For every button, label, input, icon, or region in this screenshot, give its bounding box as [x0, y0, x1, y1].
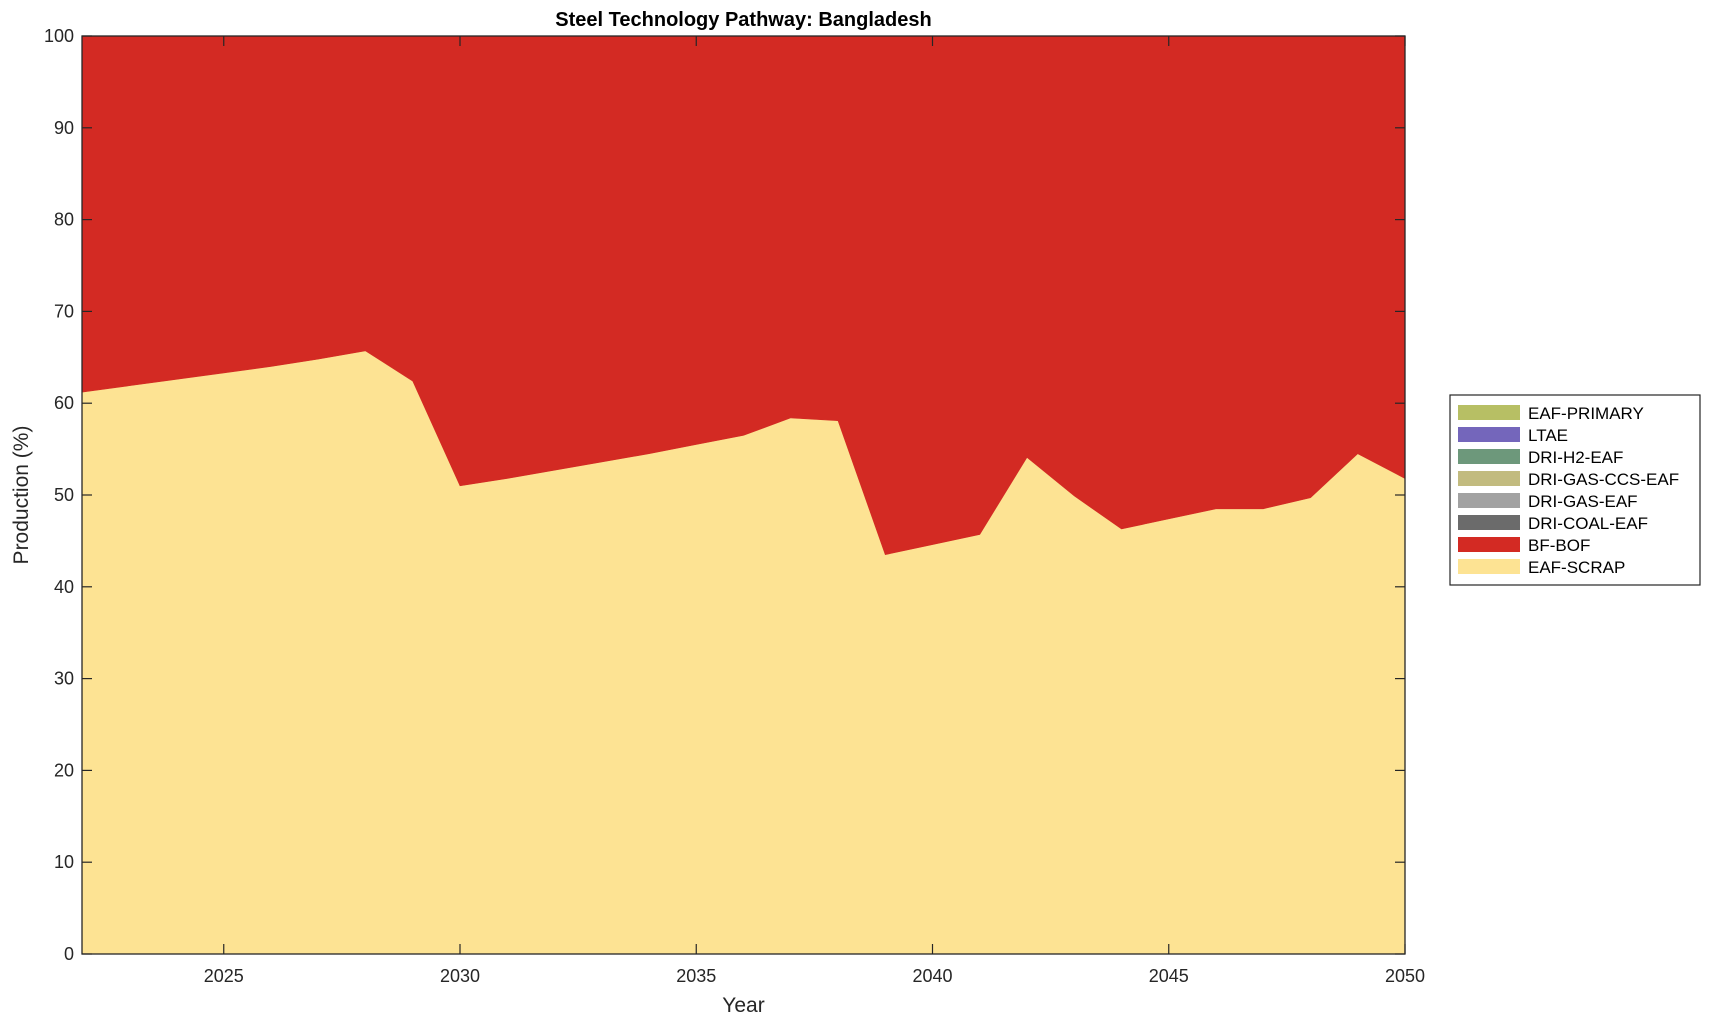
- legend-item-ltae: LTAE: [1458, 426, 1568, 445]
- legend-label: DRI-GAS-CCS-EAF: [1528, 470, 1679, 489]
- legend-item-eaf-primary: EAF-PRIMARY: [1458, 404, 1644, 423]
- y-tick-label: 40: [54, 577, 74, 597]
- legend-item-dri-h2-eaf: DRI-H2-EAF: [1458, 448, 1623, 467]
- y-tick-label: 100: [44, 26, 74, 46]
- y-tick-label: 90: [54, 118, 74, 138]
- legend-label: EAF-SCRAP: [1528, 558, 1625, 577]
- legend-swatch: [1458, 405, 1520, 420]
- x-tick-label: 2050: [1385, 966, 1425, 986]
- legend-label: DRI-COAL-EAF: [1528, 514, 1648, 533]
- y-tick-label: 70: [54, 301, 74, 321]
- legend-swatch: [1458, 493, 1520, 508]
- x-tick-label: 2030: [440, 966, 480, 986]
- legend-item-dri-gas-ccs-eaf: DRI-GAS-CCS-EAF: [1458, 470, 1679, 489]
- chart-title: Steel Technology Pathway: Bangladesh: [555, 9, 931, 31]
- legend-swatch: [1458, 427, 1520, 442]
- legend-item-eaf-scrap: EAF-SCRAP: [1458, 558, 1625, 577]
- legend-box: [1449, 394, 1701, 586]
- legend: EAF-PRIMARY LTAE DRI-H2-EAF DRI-GAS-CCS-EAF…: [1449, 394, 1701, 586]
- legend-label: LTAE: [1528, 426, 1568, 445]
- legend-swatch: [1458, 471, 1520, 486]
- legend-swatch: [1458, 537, 1520, 552]
- legend-label: BF-BOF: [1528, 536, 1590, 555]
- legend-item-dri-coal-eaf: DRI-COAL-EAF: [1458, 514, 1648, 533]
- legend-items: EAF-PRIMARY LTAE DRI-H2-EAF DRI-GAS-CCS-EAF…: [1458, 404, 1679, 577]
- legend-label: EAF-PRIMARY: [1528, 404, 1644, 423]
- axis-ticks: [82, 35, 1406, 955]
- x-tick-label: 2035: [676, 966, 716, 986]
- y-tick-label: 80: [54, 210, 74, 230]
- plot-area: [81, 35, 1406, 955]
- legend-label: DRI-H2-EAF: [1528, 448, 1623, 467]
- legend-item-dri-gas-eaf: DRI-GAS-EAF: [1458, 492, 1638, 511]
- axes-box: [81, 35, 1406, 955]
- legend-swatch: [1458, 449, 1520, 464]
- y-tick-label: 0: [64, 944, 74, 964]
- y-axis-label: Production (%): [10, 426, 33, 565]
- y-tick-label: 50: [54, 485, 74, 505]
- area-series-group: [81, 35, 1406, 955]
- legend-swatch: [1458, 515, 1520, 530]
- y-tick-label: 20: [54, 760, 74, 780]
- legend-label: DRI-GAS-EAF: [1528, 492, 1638, 511]
- y-tick-label: 30: [54, 669, 74, 689]
- legend-swatch: [1458, 559, 1520, 574]
- x-tick-label: 2040: [912, 966, 952, 986]
- legend-item-bf-bof: BF-BOF: [1458, 536, 1590, 555]
- x-axis-label: Year: [722, 994, 764, 1017]
- y-tick-label: 60: [54, 393, 74, 413]
- x-tick-label: 2045: [1149, 966, 1189, 986]
- y-tick-label: 10: [54, 852, 74, 872]
- x-tick-label: 2025: [204, 966, 244, 986]
